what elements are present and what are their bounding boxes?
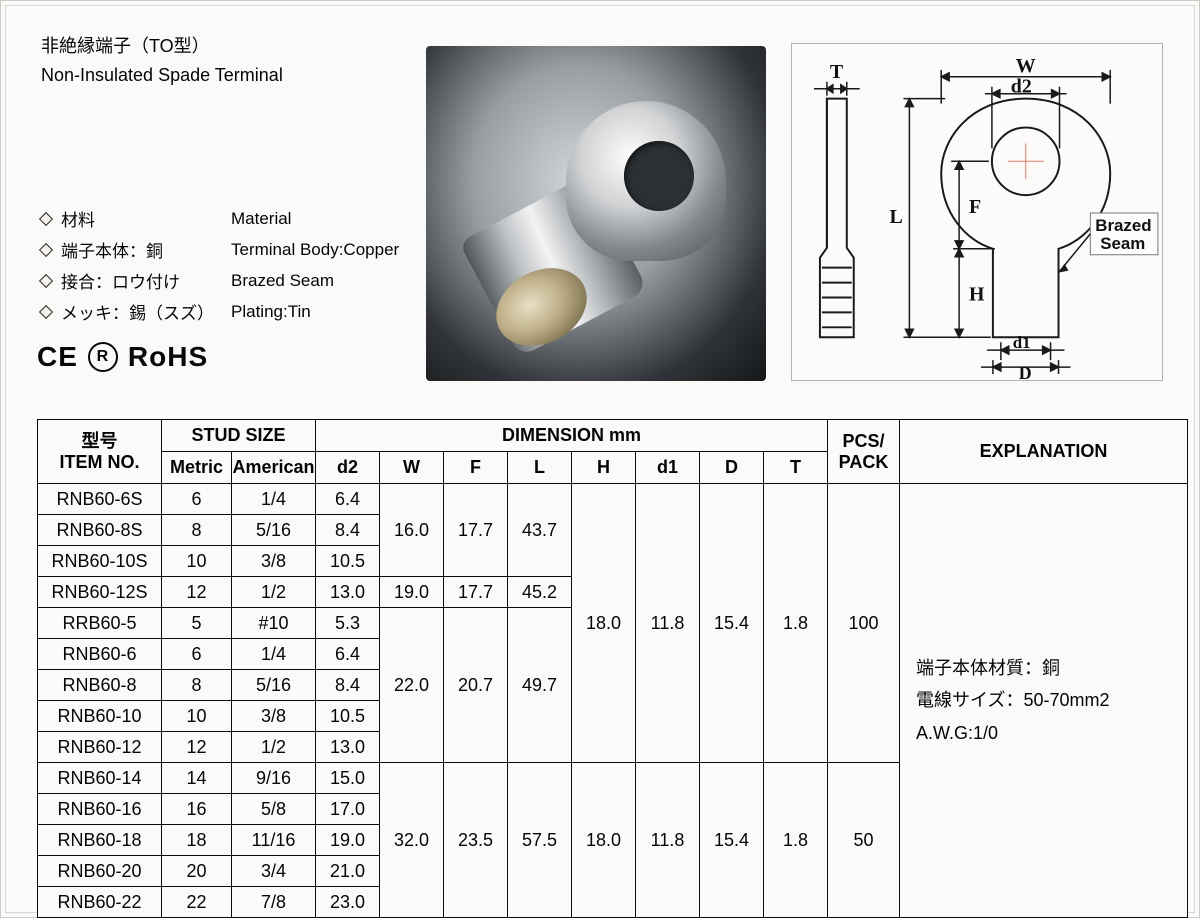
dim-W: W	[1016, 55, 1036, 77]
hdr-T: T	[764, 452, 828, 484]
dim-d1: d1	[1013, 333, 1031, 352]
bullet-icon	[39, 273, 53, 287]
hdr-item: 型号 ITEM NO.	[38, 420, 162, 484]
hdr-d1: d1	[636, 452, 700, 484]
hdr-F: F	[444, 452, 508, 484]
materials-row: 端子本体：銅Terminal Body:Copper	[41, 237, 399, 262]
label-brazed: Brazed	[1095, 216, 1151, 235]
hdr-dims: DIMENSION mm	[316, 420, 828, 452]
dim-H: H	[969, 283, 985, 305]
title-jp: 非絶縁端子（TO型）	[41, 33, 283, 60]
hdr-W: W	[380, 452, 444, 484]
table-header: 型号 ITEM NO. STUD SIZE DIMENSION mm PCS/ …	[38, 420, 1188, 484]
hdr-stud: STUD SIZE	[162, 420, 316, 452]
label-seam: Seam	[1100, 234, 1145, 253]
ce-mark: CE	[37, 341, 78, 373]
compliance-logos: CE R RoHS	[37, 341, 208, 373]
dim-D: D	[1019, 363, 1032, 380]
bullet-icon	[39, 211, 53, 225]
dim-d2: d2	[1011, 76, 1032, 98]
dim-L: L	[890, 206, 903, 228]
technical-drawing: T	[791, 43, 1163, 381]
spec-table: 型号 ITEM NO. STUD SIZE DIMENSION mm PCS/ …	[37, 419, 1188, 918]
hdr-exp: EXPLANATION	[900, 420, 1188, 484]
hdr-D: D	[700, 452, 764, 484]
hdr-metric: Metric	[162, 452, 232, 484]
title-en: Non-Insulated Spade Terminal	[41, 62, 283, 89]
materials-row: 接合：ロウ付けBrazed Seam	[41, 268, 399, 293]
hdr-d2: d2	[316, 452, 380, 484]
dim-T: T	[830, 61, 843, 83]
hdr-american: American	[232, 452, 316, 484]
product-photo	[426, 46, 766, 381]
registered-mark-icon: R	[88, 342, 118, 372]
materials-list: 材料Material 端子本体：銅Terminal Body:Copper 接合…	[41, 206, 399, 330]
materials-row: 材料Material	[41, 206, 399, 231]
bullet-icon	[39, 304, 53, 318]
table-row: RNB60-6S 6 1/4 6.4 16.0 17.7 43.7 18.0 1…	[38, 484, 1188, 515]
rohs-mark: RoHS	[128, 341, 208, 373]
bullet-icon	[39, 242, 53, 256]
hdr-pcs: PCS/ PACK	[828, 420, 900, 484]
product-title: 非絶縁端子（TO型） Non-Insulated Spade Terminal	[41, 33, 283, 89]
explanation-cell: 端子本体材質：銅 電線サイズ：50-70mm2 A.W.G:1/0	[900, 484, 1188, 918]
drawing-svg: T	[792, 44, 1162, 380]
hdr-H: H	[572, 452, 636, 484]
materials-row: メッキ：錫（スズ）Plating:Tin	[41, 299, 399, 324]
dim-F: F	[969, 196, 981, 218]
hdr-L: L	[508, 452, 572, 484]
